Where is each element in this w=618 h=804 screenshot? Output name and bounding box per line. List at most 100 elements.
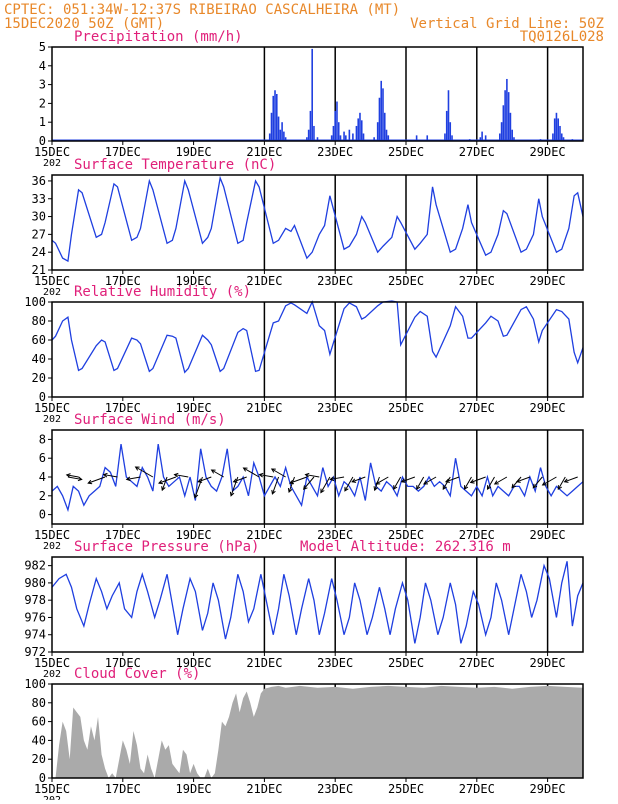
wind-arrow-shaft [557,476,566,490]
y-tick-label: 4 [39,59,46,73]
precip-frame [51,46,584,142]
y-tick-label: 36 [32,174,46,188]
wind-arrow-head [423,480,428,485]
x-tick-label: 15DEC [34,782,70,796]
wind-arrow [303,476,315,491]
y-tick-label: 40 [32,352,46,366]
wind-arrow-shaft [564,476,578,483]
wind-arrow-head [242,467,248,472]
y-tick-label: 982 [24,559,46,573]
x-year-fragment: 202 [43,158,61,169]
wind-arrow-shaft [423,476,437,485]
wind-arrow-shaft [271,468,286,478]
wind-arrow-head [87,479,93,485]
precip-bar [355,125,358,141]
wind-title: Surface Wind (m/s) [74,412,226,428]
temp-line [51,175,584,263]
x-tick-label: 17DEC [105,656,141,670]
wind-arrow [102,472,118,478]
wind-arrow-shaft [375,476,389,485]
precip-bar [277,116,280,141]
y-tick-label: 60 [32,715,46,729]
rh-panel: 0 20 40 60 80 100 15DEC 17DEC 19DEC 21DEC 23DEC 25D… [24,284,584,425]
y-tick-label: 80 [32,314,46,328]
precip-title: Precipitation (mm/h) [74,29,243,45]
wind-arrow [351,476,366,483]
x-tick-label: 21DEC [246,656,282,670]
wind-arrow [242,467,260,478]
wind-arrow-head [469,479,475,484]
wind-arrow-shaft [243,467,260,478]
wind-arrow-head [125,476,131,482]
precip-bar [359,112,361,141]
wind-arrow-head [486,485,492,491]
x-tick-label: 15DEC [34,528,70,542]
wind-arrow [304,472,320,478]
precip-bar [313,125,315,141]
wind-arrow [161,476,168,492]
precip-bar [275,94,278,141]
wind-arrow-head [270,468,276,473]
wind-arrow [320,476,331,494]
header-grid-line: Vertical Grid Line: 50Z [410,16,604,32]
x-tick-label: 17DEC [105,401,141,415]
precip-bar [449,122,452,141]
wind-arrow-head [288,479,294,485]
precip-bar [555,112,558,141]
rh-frame [51,301,584,398]
y-tick-label: 20 [32,371,46,385]
precip-bar [345,135,347,141]
wind-line [51,443,584,513]
precip-bar [499,133,501,141]
precip-bar [451,135,453,141]
y-tick-label: 976 [24,610,46,624]
wind-arrow [67,476,83,482]
precip-bar [281,122,283,141]
wind-arrow-shaft [511,476,522,489]
x-year-fragment: 202 [43,414,61,425]
wind-arrow-shaft [289,476,308,484]
wind-arrow [515,476,531,483]
x-tick-label: 25DEC [388,528,424,542]
precip-bar [504,90,506,141]
precip-bar [500,122,503,141]
wind-panel: 0 2 4 6 8 15DEC 17DEC 19DEC 21DEC 23DEC 25DEC 27DEC… [34,412,584,552]
x-tick-label: 21DEC [246,782,282,796]
x-tick-label: 21DEC [246,401,282,415]
header-line1: CPTEC: 051:34W-12:37S RIBEIRAO CASCALHEI… [4,2,400,18]
x-tick-label: 17DEC [105,528,141,542]
wind-arrow-head [77,476,83,482]
wind-arrow-shaft [303,476,315,490]
wind-arrow-shaft [542,476,557,486]
wind-arrow-head [511,483,516,489]
x-tick-label: 17DEC [105,145,141,159]
precip-bar [343,131,345,141]
wind-arrow-shaft [494,476,508,485]
precip-bar [362,133,365,141]
wind-arrow [173,472,189,478]
wind-arrow [329,476,345,482]
precip-bar [382,88,384,141]
y-tick-label: 80 [32,696,46,710]
wind-arrow [486,476,495,491]
precip-bar [385,129,388,141]
x-year-fragment: 202 [43,669,61,680]
x-tick-label: 25DEC [388,782,424,796]
precip-bar [502,105,505,141]
wind-arrow-shaft [271,476,280,495]
x-tick-label: 19DEC [176,656,212,670]
wind-arrow [288,476,308,485]
precip-bar [274,90,276,141]
rh-title: Relative Humidity (%) [74,284,251,300]
wind-arrow [210,469,224,478]
wind-arrow-head [193,493,199,499]
wind-arrow [65,473,79,478]
wind-arrow [469,476,486,484]
temp-panel: 21 24 27 30 33 36 15DEC 17DEC 19DEC 21DEC 23DEC 25D… [32,157,584,298]
wind-arrow-head [173,472,179,478]
header: CPTEC: 051:34W-12:37S RIBEIRAO CASCALHEI… [4,2,604,45]
precip-bar [481,131,483,141]
wind-arrow-head [493,480,499,485]
wind-arrow [375,476,389,485]
y-tick-label: 60 [32,333,46,347]
